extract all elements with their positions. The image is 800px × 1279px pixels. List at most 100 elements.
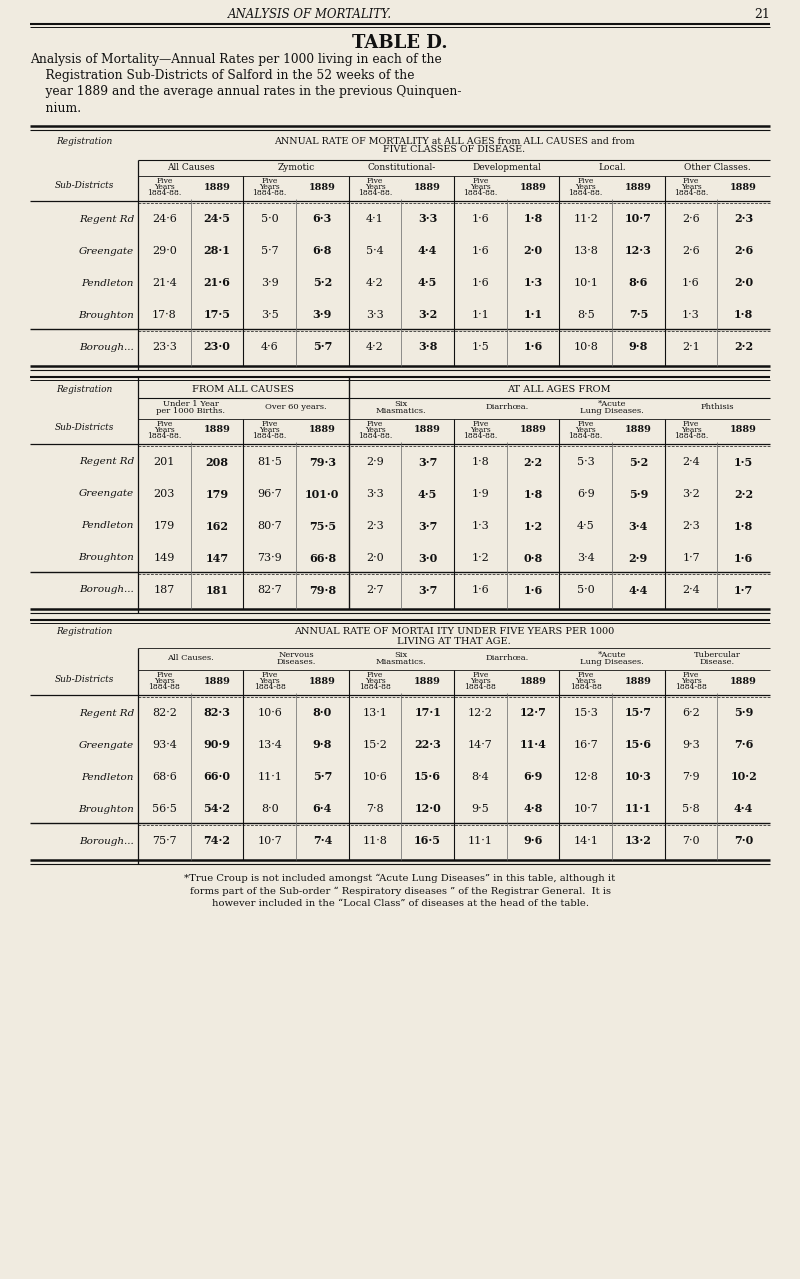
Text: 24·6: 24·6 — [152, 214, 177, 224]
Text: 4·1: 4·1 — [366, 214, 384, 224]
Text: 208: 208 — [206, 457, 229, 468]
Text: 12·0: 12·0 — [414, 803, 441, 815]
Text: Local.: Local. — [598, 162, 626, 171]
Text: Zymotic: Zymotic — [278, 162, 314, 171]
Text: Nervous: Nervous — [278, 651, 314, 659]
Text: 24·5: 24·5 — [203, 214, 230, 225]
Text: *True Croup is not included amongst “Acute Lung Diseases” in this table, althoug: *True Croup is not included amongst “Acu… — [185, 874, 615, 883]
Text: 1889: 1889 — [625, 426, 652, 435]
Text: Broughton: Broughton — [78, 311, 134, 320]
Text: 8·0: 8·0 — [261, 804, 278, 813]
Text: Years: Years — [154, 183, 174, 191]
Text: 3·7: 3·7 — [418, 521, 438, 532]
Text: 1·1: 1·1 — [523, 310, 542, 321]
Text: per 1000 Births.: per 1000 Births. — [156, 407, 225, 414]
Text: 79·3: 79·3 — [309, 457, 336, 468]
Text: 3·9: 3·9 — [261, 278, 278, 288]
Text: 2·3: 2·3 — [366, 521, 384, 531]
Text: Registration: Registration — [56, 137, 112, 146]
Text: 2·0: 2·0 — [734, 278, 754, 289]
Text: 1·8: 1·8 — [734, 310, 754, 321]
Text: 16·7: 16·7 — [574, 741, 598, 749]
Text: 21·6: 21·6 — [203, 278, 230, 289]
Text: Sub-Districts: Sub-Districts — [54, 674, 114, 683]
Text: 75·5: 75·5 — [309, 521, 336, 532]
Text: Registration: Registration — [56, 628, 112, 637]
Text: 73·9: 73·9 — [258, 553, 282, 563]
Text: Years: Years — [154, 426, 174, 434]
Text: Analysis of Mortality—Annual Rates per 1000 living in each of the: Analysis of Mortality—Annual Rates per 1… — [30, 54, 442, 67]
Text: 1889: 1889 — [309, 183, 336, 192]
Text: Five: Five — [367, 177, 383, 185]
Text: 29·0: 29·0 — [152, 246, 177, 256]
Text: Five: Five — [156, 177, 173, 185]
Text: 1·1: 1·1 — [471, 310, 490, 320]
Text: 15·7: 15·7 — [625, 707, 652, 719]
Text: 13·4: 13·4 — [258, 741, 282, 749]
Text: Disease.: Disease. — [700, 657, 735, 666]
Text: 90·9: 90·9 — [203, 739, 230, 751]
Text: Greengate: Greengate — [79, 247, 134, 256]
Text: Five: Five — [262, 177, 278, 185]
Text: 1889: 1889 — [203, 677, 230, 686]
Text: 1889: 1889 — [309, 677, 336, 686]
Text: 5·9: 5·9 — [734, 707, 754, 719]
Text: Regent Rd: Regent Rd — [78, 709, 134, 718]
Text: 16·5: 16·5 — [414, 835, 441, 847]
Text: Years: Years — [259, 183, 280, 191]
Text: 162: 162 — [206, 521, 229, 532]
Text: 179: 179 — [206, 489, 229, 500]
Text: 1889: 1889 — [625, 677, 652, 686]
Text: Five: Five — [578, 671, 594, 679]
Text: Years: Years — [470, 426, 490, 434]
Text: Developmental: Developmental — [472, 162, 541, 171]
Text: TABLE D.: TABLE D. — [352, 35, 448, 52]
Text: Years: Years — [575, 183, 596, 191]
Text: 4·2: 4·2 — [366, 278, 384, 288]
Text: 1·6: 1·6 — [734, 553, 754, 564]
Text: Lung Diseases.: Lung Diseases. — [580, 657, 644, 666]
Text: Lung Diseases.: Lung Diseases. — [580, 407, 644, 414]
Text: 1·6: 1·6 — [523, 341, 542, 353]
Text: 7·9: 7·9 — [682, 773, 700, 781]
Text: 96·7: 96·7 — [258, 489, 282, 499]
Text: Registration Sub-Districts of Salford in the 52 weeks of the: Registration Sub-Districts of Salford in… — [30, 69, 414, 83]
Text: 1·5: 1·5 — [734, 457, 754, 468]
Text: 82·7: 82·7 — [258, 585, 282, 595]
Text: 12·8: 12·8 — [574, 773, 598, 781]
Text: 201: 201 — [154, 457, 175, 467]
Text: 11·1: 11·1 — [468, 836, 493, 845]
Text: 12·3: 12·3 — [625, 246, 652, 257]
Text: 5·4: 5·4 — [366, 246, 384, 256]
Text: 5·3: 5·3 — [577, 457, 594, 467]
Text: 1889: 1889 — [625, 183, 652, 192]
Text: Years: Years — [470, 183, 490, 191]
Text: 2·2: 2·2 — [734, 489, 754, 500]
Text: 3·3: 3·3 — [366, 489, 384, 499]
Text: 181: 181 — [206, 585, 229, 596]
Text: 1884-88.: 1884-88. — [253, 432, 286, 440]
Text: 1889: 1889 — [203, 426, 230, 435]
Text: 5·2: 5·2 — [629, 457, 648, 468]
Text: 11·1: 11·1 — [625, 803, 652, 815]
Text: Years: Years — [259, 677, 280, 686]
Text: 1·6: 1·6 — [471, 214, 490, 224]
Text: 7·5: 7·5 — [629, 310, 648, 321]
Text: Pendleton: Pendleton — [82, 773, 134, 781]
Text: 11·1: 11·1 — [258, 773, 282, 781]
Text: Pendleton: Pendleton — [82, 279, 134, 288]
Text: 2·9: 2·9 — [629, 553, 648, 564]
Text: Miasmatics.: Miasmatics. — [376, 657, 426, 666]
Text: 21: 21 — [754, 9, 770, 22]
Text: 56·5: 56·5 — [152, 804, 177, 813]
Text: Years: Years — [365, 677, 386, 686]
Text: 12·7: 12·7 — [519, 707, 546, 719]
Text: ANNUAL RATE OF MORTALITY at ALL AGES from ALL CAUSES and from: ANNUAL RATE OF MORTALITY at ALL AGES fro… — [274, 137, 634, 146]
Text: 9·3: 9·3 — [682, 741, 700, 749]
Text: 1·5: 1·5 — [471, 341, 490, 352]
Text: 7·0: 7·0 — [734, 835, 754, 847]
Text: 66·0: 66·0 — [203, 771, 230, 783]
Text: 1884-88: 1884-88 — [148, 683, 180, 691]
Text: LIVING AT THAT AGE.: LIVING AT THAT AGE. — [397, 637, 511, 646]
Text: 2·1: 2·1 — [682, 341, 700, 352]
